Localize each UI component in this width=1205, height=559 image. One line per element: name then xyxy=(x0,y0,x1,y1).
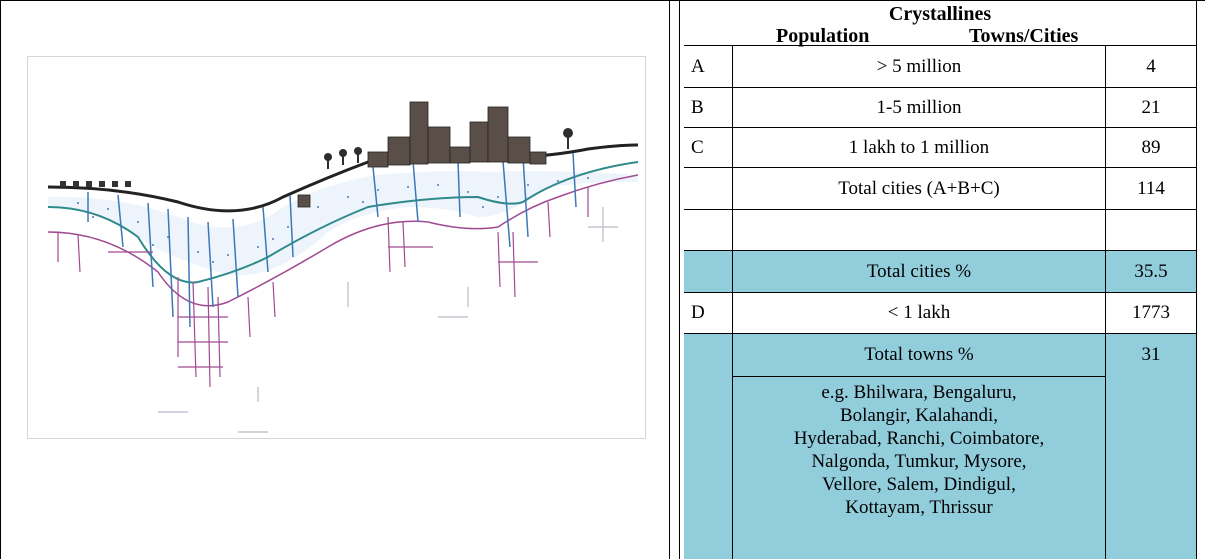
grid-line xyxy=(684,209,1196,210)
grid-line xyxy=(684,250,1196,251)
row-count: 21 xyxy=(1141,96,1161,118)
divider-line-1 xyxy=(669,0,670,559)
row-code: C xyxy=(691,136,704,158)
row-code xyxy=(684,251,732,292)
highlight-row-total-cities-pct xyxy=(684,251,1196,292)
row-count: 4 xyxy=(1146,55,1156,77)
example-line: Bolangir, Kalahandi, xyxy=(839,405,999,426)
towns-column-header: Towns/Cities xyxy=(969,25,1079,47)
highlight-row-total-towns-pct xyxy=(684,333,1196,559)
grid-line xyxy=(684,127,1196,128)
divider-line-2 xyxy=(679,0,680,559)
row-population: Total cities (A+B+C) xyxy=(838,177,1000,199)
table-title: Crystallines xyxy=(888,3,992,25)
table-header: Crystallines Population Towns/Cities xyxy=(684,0,1196,47)
grid-line xyxy=(684,45,1196,46)
crystalline-terrain-diagram xyxy=(27,56,646,439)
row-count: 114 xyxy=(1137,177,1165,199)
grid-line xyxy=(1105,45,1106,559)
grid-line xyxy=(684,167,1196,168)
grid-line xyxy=(684,292,1196,293)
row-count: 89 xyxy=(1141,136,1161,158)
grid-line xyxy=(732,45,733,559)
row-code xyxy=(684,334,732,376)
row-code: B xyxy=(691,96,704,118)
row-population: Total towns % xyxy=(864,344,974,366)
right-border xyxy=(1196,0,1197,559)
example-line: Hyderabad, Ranchi, Coimbatore, xyxy=(793,428,1045,449)
example-cities-list: e.g. Bhilwara, Bengaluru, Bolangir, Kala… xyxy=(733,377,1105,559)
terrain-illustration xyxy=(47,101,639,433)
example-line: Nalgonda, Tumkur, Mysore, xyxy=(811,451,1027,472)
population-column-header: Population xyxy=(776,25,870,47)
row-count: 35.5 xyxy=(1134,260,1168,282)
row-code: D xyxy=(691,302,705,324)
grid-line xyxy=(684,333,1196,334)
left-border xyxy=(0,0,1,559)
crystallines-table: Crystallines Population Towns/Cities A >… xyxy=(684,0,1196,559)
top-border xyxy=(0,0,1205,1)
row-population: > 5 million xyxy=(876,55,962,77)
row-count: 31 xyxy=(1141,344,1161,366)
example-line: Kottayam, Thrissur xyxy=(845,497,993,518)
row-population: 1-5 million xyxy=(876,96,962,118)
row-population: < 1 lakh xyxy=(887,302,951,324)
row-count: 1773 xyxy=(1132,302,1170,324)
grid-line xyxy=(684,87,1196,88)
row-population: 1 lakh to 1 million xyxy=(848,136,990,158)
row-code xyxy=(684,168,732,209)
example-line: e.g. Bhilwara, Bengaluru, xyxy=(821,382,1017,403)
row-population: Total cities % xyxy=(866,260,972,282)
grid-line xyxy=(732,376,1106,377)
row-code: A xyxy=(691,55,705,77)
example-line: Vellore, Salem, Dindigul, xyxy=(822,474,1016,495)
